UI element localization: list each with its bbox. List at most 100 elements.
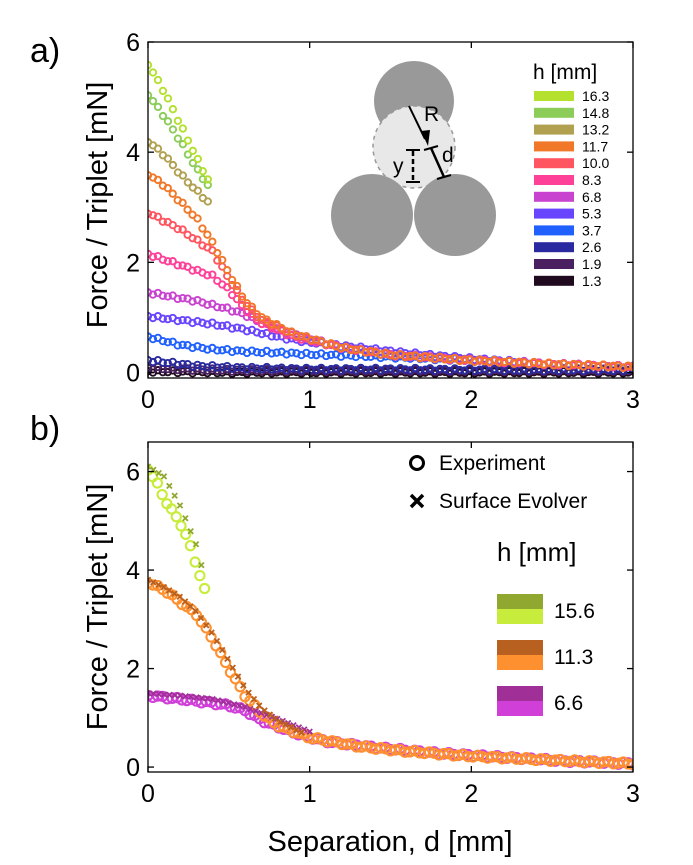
panel-b-ytick-label: 6 <box>126 459 140 487</box>
panel-a-point-h3.7 <box>168 337 177 346</box>
panel-a-point-h2.6 <box>267 365 276 374</box>
panel-b-model-point-h11.3 <box>287 723 295 731</box>
panel-a-point-h11.7 <box>604 363 613 372</box>
inset-label-d: d <box>442 144 454 167</box>
panel-b-xtick-label: 0 <box>141 780 155 808</box>
panel-a-point-h11.7 <box>401 352 410 362</box>
panel-a-point-h13.2 <box>168 160 178 170</box>
panel-a-legend: h [mm] 16.314.813.211.710.08.36.85.33.72… <box>533 61 609 289</box>
panel-a-point-h16.3 <box>178 124 188 133</box>
panel-b-model-point-h6.6 <box>236 702 243 709</box>
panel-b-model-point-h11.3 <box>165 587 173 594</box>
panel-a-point-h8.3 <box>227 290 237 300</box>
panel-a-point-h8.3 <box>173 261 182 270</box>
panel-b-legend-swatch-exp-6.6 <box>497 701 543 716</box>
panel-b-model-point-h11.3 <box>224 655 231 663</box>
panel-a-point-h11.7 <box>262 315 271 324</box>
panel-a-plot-frame <box>147 41 634 379</box>
panel-b-model-point-h11.3 <box>234 673 242 680</box>
panel-a-point-h5.3 <box>158 314 167 323</box>
inset-left-disk <box>331 174 413 256</box>
panel-a-point-h5.3 <box>178 315 187 325</box>
panel-a-point-h11.7 <box>292 331 301 340</box>
panel-b-model-point-h11.3 <box>181 598 189 605</box>
panel-a-point-h8.3 <box>148 252 158 262</box>
panel-b-model-point-h15.6 <box>171 492 178 499</box>
panel-a-point-h11.7 <box>232 281 242 291</box>
panel-a-point-h11.7 <box>609 361 618 371</box>
panel-b-legend-swatch-exp-15.6 <box>497 609 543 624</box>
panel-a-point-h2.6 <box>490 364 499 374</box>
panel-b-model-point-h15.6 <box>148 463 152 470</box>
panel-a-point-h2.6 <box>396 364 405 373</box>
panel-a-point-h5.3 <box>232 323 242 332</box>
panel-b-model-point-h6.6 <box>150 690 157 697</box>
panel-b-xtick-label: 3 <box>626 780 640 808</box>
panel-b-model-point-h11.3 <box>282 721 289 728</box>
panel-b-exp-point-h11.3 <box>472 749 484 762</box>
panel-b-legend-swatch-exp-11.3 <box>497 655 543 670</box>
panel-a-point-h2.6 <box>564 366 573 375</box>
panel-b-model-point-h6.6 <box>241 703 249 711</box>
panel-a-point-h11.7 <box>153 175 163 185</box>
panel-a-point-h3.7 <box>272 348 281 357</box>
panel-a-point-h16.3 <box>203 175 212 184</box>
panel-b-exp-point-h11.3 <box>423 746 435 758</box>
panel-b-exp-point-h15.6 <box>189 556 201 568</box>
panel-a-point-h2.6 <box>475 365 484 374</box>
panel-a-point-h16.3 <box>183 136 193 145</box>
panel-a-point-h11.7 <box>455 356 464 366</box>
panel-b-data <box>148 463 633 771</box>
panel-b-ytick-label: 2 <box>126 656 140 684</box>
panel-a-point-h6.8 <box>218 303 227 312</box>
panel-a-point-h3.7 <box>252 348 262 357</box>
panel-a-point-h11.7 <box>346 345 356 355</box>
panel-b-exp-point-h11.3 <box>535 753 547 765</box>
panel-a-point-h14.8 <box>153 102 163 112</box>
panel-a-point-h10.0 <box>193 235 202 244</box>
inset-label-y: y <box>393 155 404 178</box>
panel-b-model-point-h11.3 <box>218 646 226 654</box>
panel-a-point-h10.0 <box>213 256 222 265</box>
panel-a-point-h5.3 <box>213 321 222 330</box>
panel-b-model-point-h11.3 <box>266 711 274 718</box>
panel-a-legend-swatch-11.7 <box>534 141 574 152</box>
panel-b-model-point-h6.6 <box>148 689 152 697</box>
panel-a-point-h6.8 <box>203 300 212 310</box>
panel-b-model-point-h11.3 <box>213 637 221 645</box>
legend-model-label: Surface Evolver <box>439 490 587 513</box>
panel-a-point-h3.7 <box>218 346 227 355</box>
panel-a-point-h5.3 <box>267 332 276 341</box>
panel-b-model-point-h11.3 <box>150 579 157 586</box>
panel-a-point-h6.8 <box>173 294 182 304</box>
panel-b-model-point-h11.3 <box>208 629 215 636</box>
panel-b-model-point-h11.3 <box>240 682 247 689</box>
panel-a-point-h11.7 <box>425 353 435 362</box>
legend-experiment-label: Experiment <box>439 452 545 475</box>
panel-a-legend-title: h [mm] <box>533 61 597 84</box>
panel-a-point-h10.0 <box>188 234 197 243</box>
panel-a-point-h10.0 <box>153 212 163 221</box>
panel-b-model-point-h6.6 <box>230 701 238 708</box>
panel-a-point-h13.2 <box>193 186 202 195</box>
panel-a-point-h11.7 <box>218 255 227 265</box>
panel-b-model-point-h11.3 <box>250 695 258 703</box>
panel-b-plot-frame <box>147 441 634 773</box>
panel-a-legend-label-6.8: 6.8 <box>582 189 602 205</box>
panel-a-point-h11.7 <box>223 266 232 275</box>
panel-a-point-h11.7 <box>213 248 222 258</box>
panel-a-point-h11.7 <box>267 319 276 329</box>
panel-a-legend-swatch-1.9 <box>534 259 574 269</box>
panel-a-point-h16.3 <box>198 167 207 176</box>
panel-a-point-h11.7 <box>282 327 291 336</box>
panel-a-point-h11.7 <box>307 336 316 345</box>
panel-a-point-h5.3 <box>227 324 237 333</box>
panel-b-model-point-h11.3 <box>187 603 194 610</box>
panel-a-point-h10.0 <box>148 211 158 220</box>
panel-a-point-h10.0 <box>247 305 257 314</box>
panel-a-point-h11.7 <box>237 292 247 301</box>
panel-a-point-h2.6 <box>272 364 281 373</box>
panel-b-model-point-h6.6 <box>247 705 254 713</box>
panel-a-point-h13.2 <box>153 144 163 153</box>
panel-a-point-h6.8 <box>213 303 222 312</box>
